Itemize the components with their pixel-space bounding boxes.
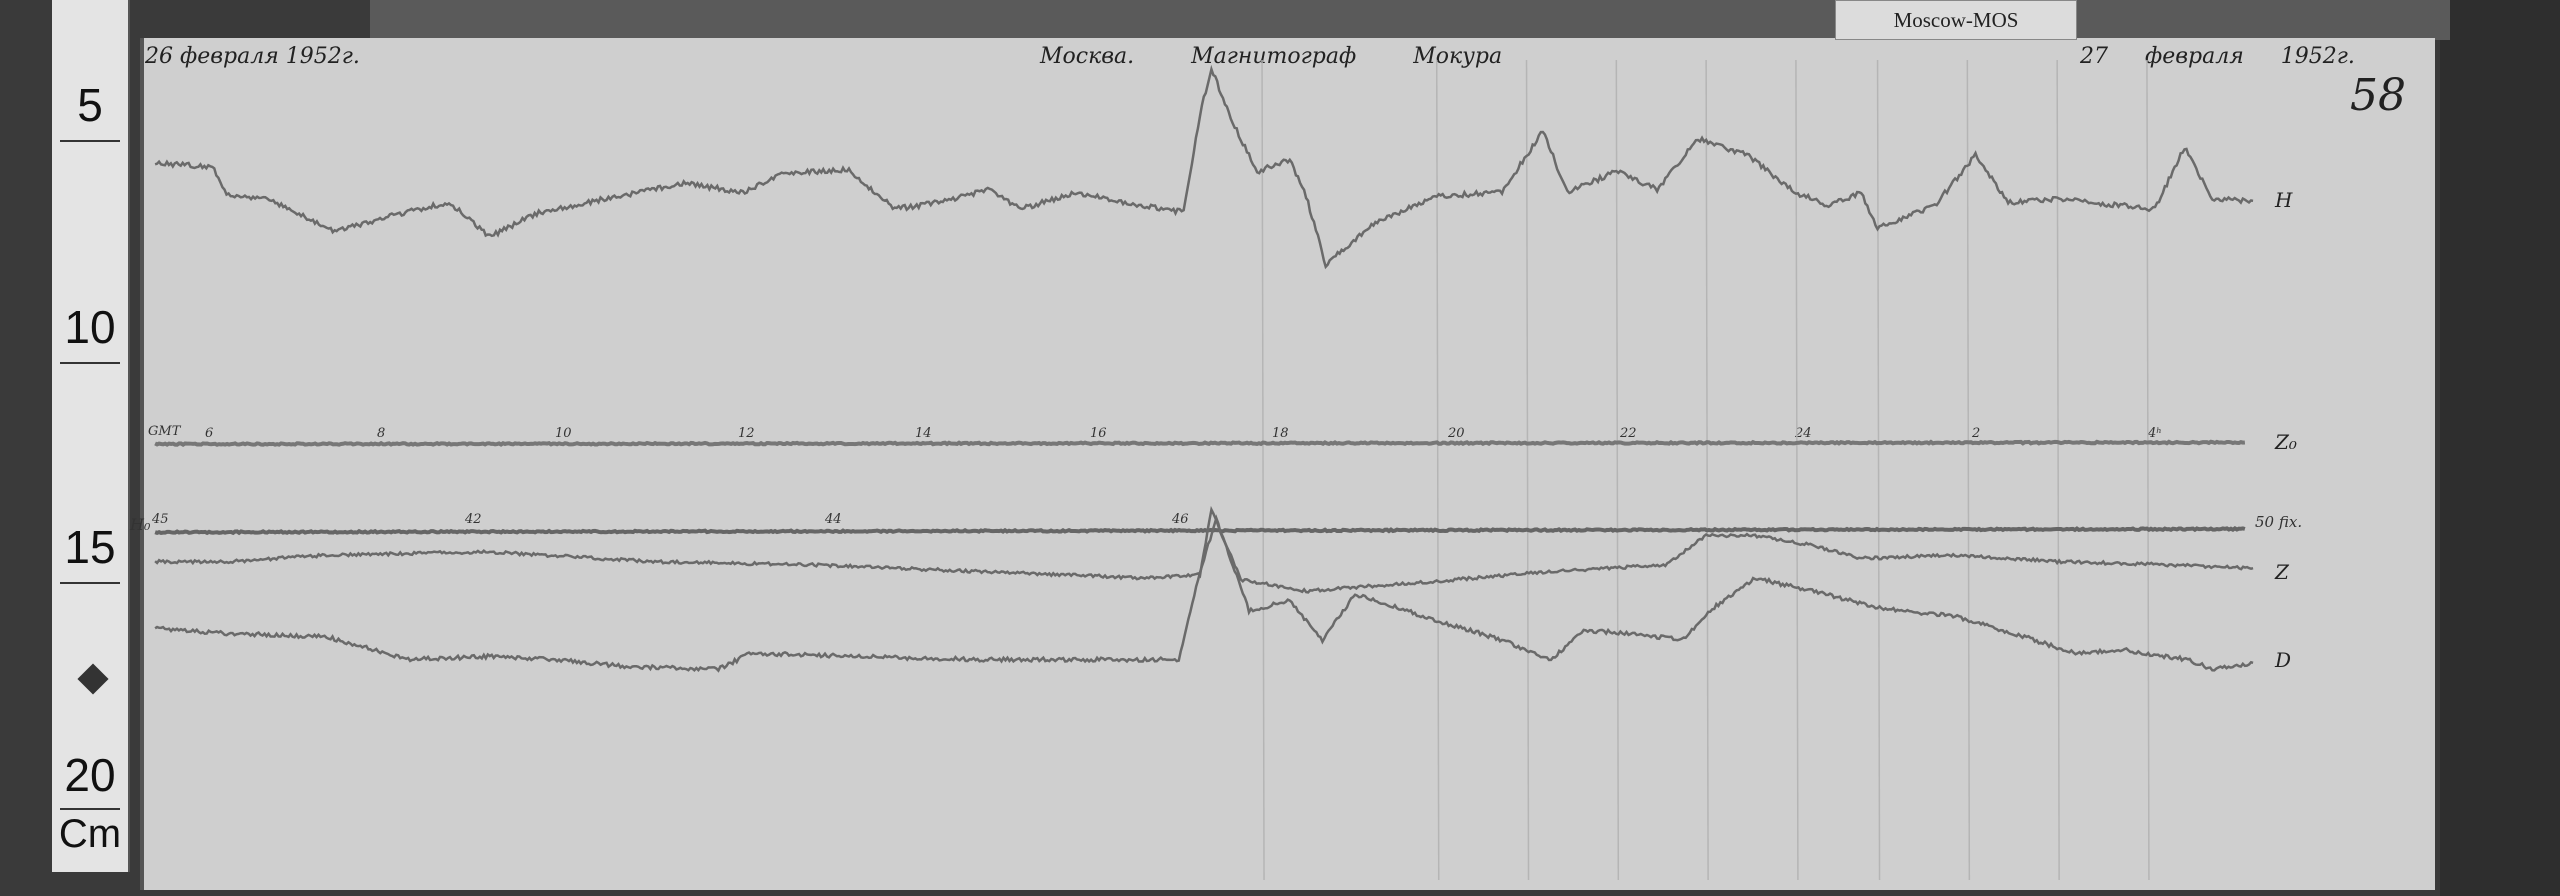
hour-grid-line — [1878, 60, 1880, 880]
d-trace — [155, 518, 2253, 670]
hour-grid-line — [1437, 60, 1439, 880]
hour-grid-line — [1616, 60, 1618, 880]
hour-grid-line — [2057, 60, 2059, 880]
hour-grid-line — [1527, 60, 1529, 880]
z0-baseline — [155, 442, 2245, 445]
hour-grid-line — [1796, 60, 1798, 880]
hour-grid-line — [1706, 60, 1708, 880]
h-trace — [155, 69, 2253, 267]
hour-grid-line — [1967, 60, 1969, 880]
hour-grid-line — [2147, 60, 2149, 880]
z-trace — [155, 510, 2253, 593]
h0-baseline — [155, 528, 2245, 533]
hour-grid-line — [1262, 60, 1264, 880]
